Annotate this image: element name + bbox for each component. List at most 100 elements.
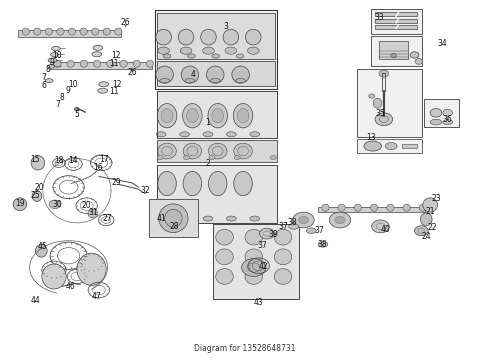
- Text: 30: 30: [52, 200, 62, 209]
- Text: 9: 9: [66, 86, 71, 95]
- Ellipse shape: [423, 198, 438, 212]
- Text: 23: 23: [431, 194, 441, 203]
- Ellipse shape: [260, 228, 274, 239]
- Text: 10: 10: [69, 80, 78, 89]
- Ellipse shape: [216, 229, 233, 245]
- Ellipse shape: [245, 29, 261, 45]
- Text: 15: 15: [30, 155, 40, 164]
- Bar: [157, 140, 277, 162]
- Ellipse shape: [93, 45, 103, 50]
- Ellipse shape: [22, 28, 29, 35]
- Text: 12: 12: [111, 51, 121, 60]
- Ellipse shape: [223, 29, 239, 45]
- Ellipse shape: [187, 109, 198, 123]
- Ellipse shape: [13, 198, 27, 211]
- Ellipse shape: [225, 47, 237, 54]
- Ellipse shape: [430, 119, 442, 125]
- Ellipse shape: [234, 143, 252, 159]
- Ellipse shape: [369, 94, 374, 98]
- Text: 24: 24: [421, 232, 431, 241]
- Ellipse shape: [245, 229, 263, 245]
- Bar: [375, 24, 417, 28]
- Ellipse shape: [203, 132, 213, 137]
- Ellipse shape: [245, 249, 263, 265]
- Ellipse shape: [232, 66, 249, 83]
- Text: 13: 13: [366, 133, 375, 142]
- Ellipse shape: [216, 269, 233, 284]
- Ellipse shape: [98, 88, 108, 93]
- Bar: [149, 199, 198, 237]
- Ellipse shape: [202, 47, 214, 54]
- Bar: [157, 61, 275, 86]
- Ellipse shape: [34, 28, 41, 35]
- Ellipse shape: [443, 109, 453, 116]
- Ellipse shape: [236, 54, 244, 58]
- Ellipse shape: [236, 78, 245, 83]
- Ellipse shape: [209, 156, 215, 159]
- Ellipse shape: [379, 70, 389, 77]
- Ellipse shape: [212, 54, 220, 58]
- Ellipse shape: [415, 59, 423, 64]
- Ellipse shape: [247, 47, 259, 54]
- Ellipse shape: [35, 244, 47, 257]
- Bar: [357, 139, 422, 153]
- Ellipse shape: [274, 269, 292, 284]
- Ellipse shape: [157, 104, 177, 128]
- Ellipse shape: [115, 28, 122, 35]
- Bar: [157, 165, 277, 223]
- Ellipse shape: [163, 54, 171, 58]
- Ellipse shape: [157, 156, 163, 159]
- Ellipse shape: [293, 212, 314, 228]
- Ellipse shape: [69, 28, 75, 35]
- Ellipse shape: [203, 216, 213, 221]
- Ellipse shape: [94, 60, 101, 67]
- Ellipse shape: [165, 209, 182, 227]
- Ellipse shape: [387, 204, 394, 211]
- Ellipse shape: [156, 132, 166, 137]
- Ellipse shape: [242, 258, 266, 276]
- Text: 47: 47: [92, 292, 101, 301]
- Ellipse shape: [178, 29, 194, 45]
- Ellipse shape: [206, 66, 224, 83]
- Text: 8: 8: [60, 93, 65, 102]
- Ellipse shape: [318, 242, 328, 247]
- Bar: [213, 224, 298, 298]
- Ellipse shape: [212, 109, 223, 123]
- Text: 38: 38: [288, 218, 297, 227]
- Ellipse shape: [322, 204, 329, 211]
- Ellipse shape: [188, 54, 196, 58]
- Ellipse shape: [234, 171, 252, 196]
- Bar: [357, 69, 422, 137]
- Bar: [375, 19, 417, 23]
- FancyBboxPatch shape: [19, 30, 121, 37]
- Ellipse shape: [180, 132, 190, 137]
- Ellipse shape: [298, 216, 308, 224]
- Text: 3: 3: [223, 22, 228, 31]
- Text: 32: 32: [140, 185, 150, 194]
- Ellipse shape: [183, 171, 202, 196]
- Ellipse shape: [120, 60, 127, 67]
- Ellipse shape: [250, 132, 260, 137]
- Ellipse shape: [49, 200, 61, 208]
- Ellipse shape: [289, 224, 298, 229]
- Ellipse shape: [103, 28, 110, 35]
- Ellipse shape: [430, 109, 442, 117]
- Bar: [155, 10, 277, 89]
- Text: 34: 34: [438, 39, 447, 48]
- Text: Diagram for 13528648731: Diagram for 13528648731: [194, 344, 296, 353]
- Ellipse shape: [185, 78, 195, 83]
- Ellipse shape: [92, 28, 99, 35]
- Text: 25: 25: [30, 190, 40, 199]
- Text: 7: 7: [41, 73, 46, 82]
- Text: 39: 39: [269, 230, 278, 239]
- Ellipse shape: [180, 47, 192, 54]
- Text: 37: 37: [257, 240, 267, 249]
- Ellipse shape: [201, 29, 216, 45]
- Text: 14: 14: [69, 156, 78, 165]
- Text: 7: 7: [55, 100, 60, 109]
- FancyBboxPatch shape: [50, 63, 152, 69]
- Text: 6: 6: [41, 81, 46, 90]
- Ellipse shape: [77, 253, 106, 285]
- Bar: [157, 91, 277, 138]
- Bar: [371, 9, 422, 33]
